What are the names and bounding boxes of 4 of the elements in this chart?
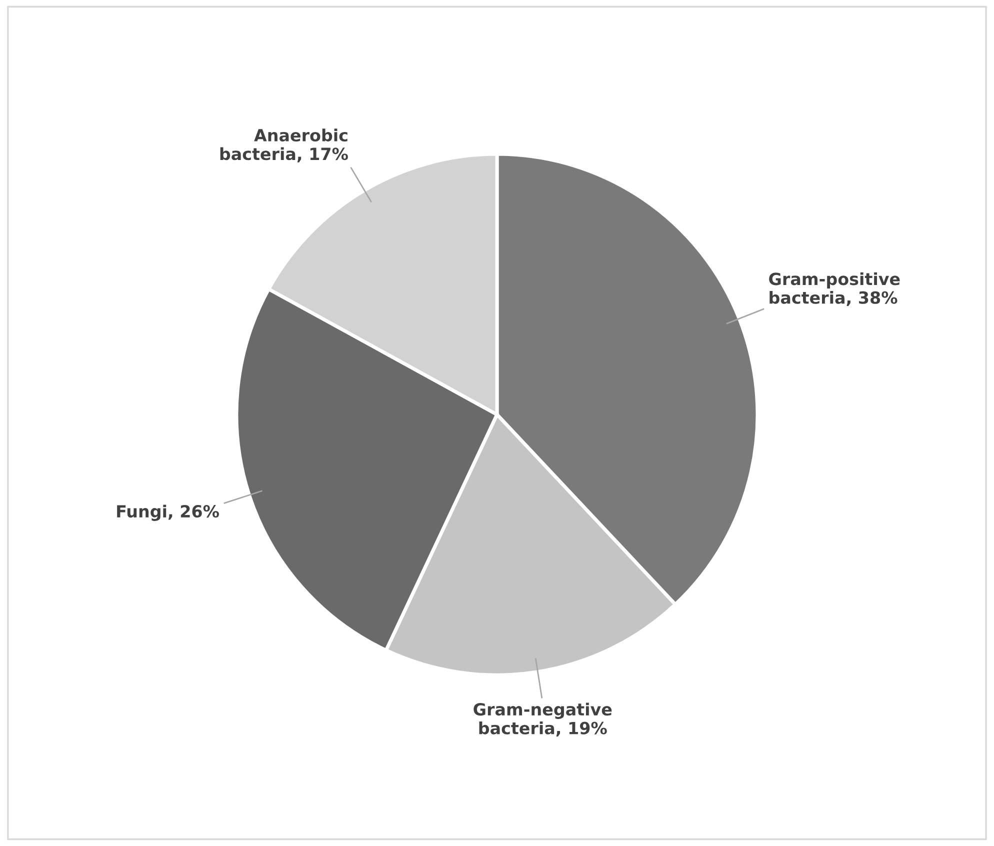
- slice-label: Fungi, 26%: [117, 504, 219, 521]
- slice-label: Gram-negative bacteria, 19%: [474, 702, 612, 737]
- slice-label: Anaerobic bacteria, 17%: [220, 128, 348, 162]
- slice-label: Gram-positive bacteria, 38%: [769, 272, 900, 306]
